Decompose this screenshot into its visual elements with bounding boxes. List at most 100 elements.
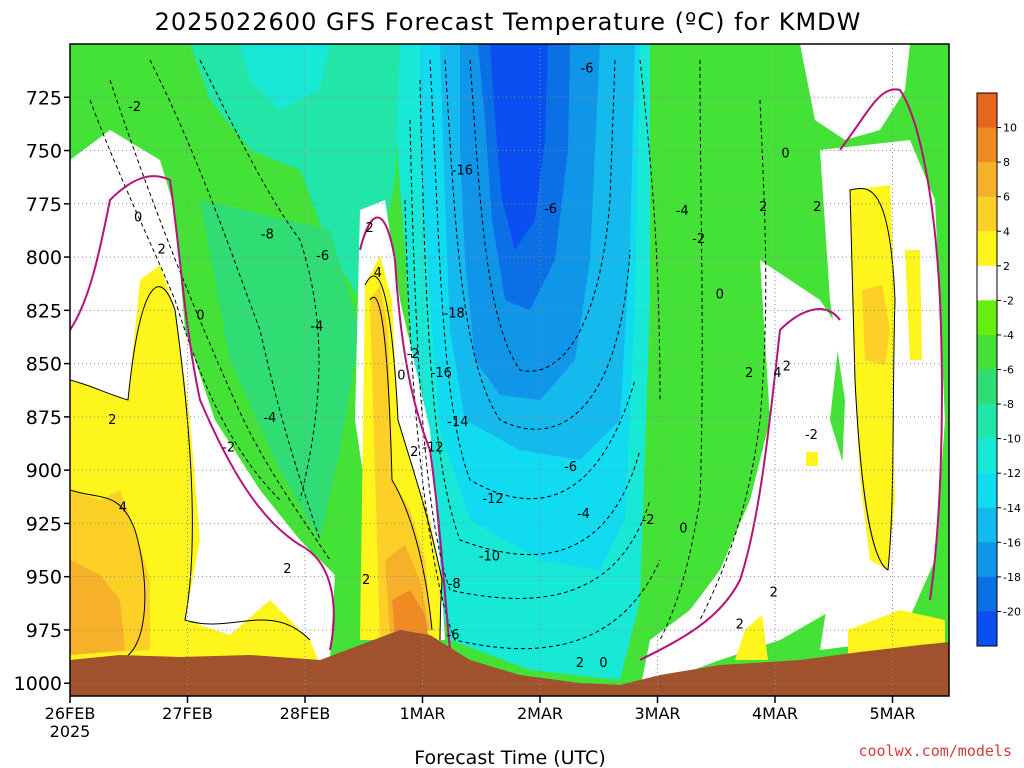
colorbar-swatch <box>977 93 997 129</box>
contour-label: -2 <box>128 100 141 115</box>
contour-label: -4 <box>676 204 689 219</box>
field-warm-center-4 <box>370 285 432 640</box>
chart-title: 2025022600 GFS Forecast Temperature (ºC)… <box>155 8 862 36</box>
colorbar-swatch <box>977 265 997 301</box>
field-zero-band-topright <box>800 44 910 140</box>
contour-minus2-left <box>89 99 281 501</box>
colorbar-tick-label: -6 <box>1003 364 1014 377</box>
contour-label: 0 <box>196 309 204 324</box>
contour-label: -4 <box>577 507 590 522</box>
field-band-minus10-upper <box>190 44 400 300</box>
y-tick-label: 875 <box>26 407 62 429</box>
contour-label: -2 <box>692 232 705 247</box>
contour-label: 4 <box>374 266 382 281</box>
field-band-minus8-lower <box>200 200 360 540</box>
contour-label: -8 <box>261 228 274 243</box>
colorbar-swatch <box>977 542 997 578</box>
colorbar-tick-label: 4 <box>1003 225 1010 238</box>
contour-4-center <box>369 296 433 631</box>
x-tick-label: 1MAR <box>399 704 445 723</box>
x-axis-label: Forecast Time (UTC) <box>414 747 605 768</box>
contour-label: -2 <box>407 347 420 362</box>
contour-label: 2 <box>283 562 291 577</box>
colorbar-swatch <box>977 576 997 612</box>
contour-label: -12 <box>482 492 503 507</box>
contour-label: -2 <box>642 513 655 528</box>
contour-label: 2 <box>365 221 373 236</box>
contour-label: 0 <box>679 522 687 537</box>
contour-minus8 <box>409 119 651 599</box>
colorbar: 10 8 6 4 2 -2 -4 -6 -8 -10 -12 -14 -16 -18 -20 <box>976 92 1021 647</box>
contour-label: 2 <box>576 656 584 671</box>
contour-2-center <box>364 275 443 641</box>
colorbar-tick-label: -14 <box>1003 502 1021 515</box>
colorbar-swatch <box>977 196 997 232</box>
contour-minus2-right <box>699 99 767 621</box>
contour-label: -12 <box>422 441 443 456</box>
contour-label: -6 <box>447 628 460 643</box>
y-tick-label: 775 <box>26 194 62 216</box>
x-tick-label: 26FEB <box>45 704 96 723</box>
contour-label: -4 <box>263 411 276 426</box>
contour-label: 0 <box>716 287 724 302</box>
contour-label: -16 <box>431 366 452 381</box>
contour-label: -6 <box>316 249 329 264</box>
colorbar-tick-label: 2 <box>1003 260 1010 273</box>
x-tick-label: 3MAR <box>634 704 680 723</box>
colorbar-swatch <box>977 334 997 370</box>
cold-contours <box>89 59 767 650</box>
x-tick-label: 27FEB <box>162 704 213 723</box>
field-warm-right-f <box>806 452 818 466</box>
contour-minus6-upper <box>639 59 661 401</box>
colorbar-swatch <box>977 404 997 440</box>
y-axis: 725 750 775 800 825 850 875 900 925 950 975 1000 <box>14 87 70 695</box>
zero-isotherm-left <box>70 175 335 651</box>
y-tick-label: 850 <box>26 354 62 376</box>
colorbar-tick-label: -20 <box>1003 605 1021 618</box>
y-tick-label: 725 <box>26 87 62 109</box>
contour-label: 2 <box>108 413 116 428</box>
zero-isotherm-center <box>359 216 451 651</box>
field-band-minus12-upper <box>240 44 330 110</box>
x-axis-year: 2025 <box>50 722 91 741</box>
contour-label: 2 <box>745 366 753 381</box>
contour-label: 2 <box>362 573 370 588</box>
contour-minus6-left <box>149 59 321 541</box>
y-tick-label: 1000 <box>14 673 62 695</box>
field-warm-right-a <box>850 185 895 570</box>
contour-minus12 <box>429 59 636 500</box>
field-warm-right-c <box>905 250 922 360</box>
contour-2-left <box>70 286 311 641</box>
y-tick-label: 925 <box>26 513 62 535</box>
colorbar-swatch <box>977 473 997 509</box>
colorbar-swatch <box>977 127 997 163</box>
x-tick-label: 4MAR <box>752 704 798 723</box>
contour-label: -14 <box>447 415 468 430</box>
colorbar-tick-label: -2 <box>1003 294 1014 307</box>
field-band-minus22 <box>490 44 548 250</box>
contour-minus8-upper <box>199 59 320 501</box>
contour-minus4-right <box>659 59 703 641</box>
colorbar-tick-label: -12 <box>1003 467 1021 480</box>
colorbar-tick-label: 10 <box>1003 122 1017 135</box>
credit-link[interactable]: coolwx.com/models <box>858 742 1012 760</box>
field-warm-right-e <box>735 615 768 660</box>
zero-isotherm-farright <box>839 88 943 601</box>
contour-minus6 <box>404 199 661 650</box>
colorbar-swatch <box>977 162 997 198</box>
colorbar-tick-label: -10 <box>1003 433 1021 446</box>
y-tick-label: 975 <box>26 620 62 642</box>
grid-lines <box>70 44 949 696</box>
field-warm-center-8 <box>392 590 428 635</box>
colorbar-swatch <box>977 369 997 405</box>
temperature-field: -202024-8-6-4-4-2224-2022-12-16-18-16-14… <box>70 44 949 696</box>
contour-label: 4 <box>773 366 781 381</box>
contour-label: 0 <box>781 147 789 162</box>
contour-minus10 <box>419 79 641 556</box>
y-tick-label: 800 <box>26 247 62 269</box>
colorbar-swatch <box>977 507 997 543</box>
y-tick-label: 950 <box>26 567 62 589</box>
zero-isotherm <box>70 88 943 661</box>
y-tick-label: 750 <box>26 141 62 163</box>
